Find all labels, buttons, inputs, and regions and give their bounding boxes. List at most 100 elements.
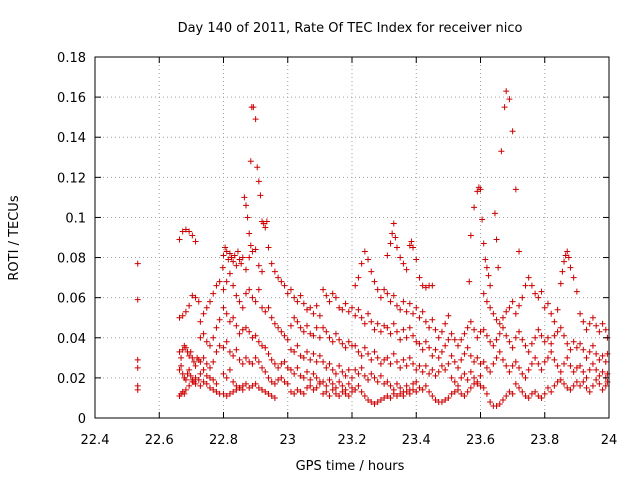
scatter-point <box>307 376 314 383</box>
scatter-point <box>300 390 307 397</box>
scatter-point <box>442 320 449 327</box>
scatter-point <box>586 366 593 373</box>
scatter-point <box>503 88 510 95</box>
scatter-point <box>516 384 523 391</box>
scatter-point <box>509 390 516 397</box>
scatter-point <box>255 286 262 293</box>
scatter-point <box>522 374 529 381</box>
scatter-point <box>429 282 436 289</box>
scatter-point <box>329 380 336 387</box>
scatter-point <box>570 338 577 345</box>
x-tick-label: 22.8 <box>209 433 238 448</box>
scatter-point <box>220 344 227 351</box>
scatter-point <box>551 318 558 325</box>
scatter-point <box>291 314 298 321</box>
scatter-point <box>471 380 478 387</box>
scatter-point <box>345 366 352 373</box>
scatter-point <box>210 358 217 365</box>
scatter-point <box>275 274 282 281</box>
scatter-point <box>210 334 217 341</box>
scatter-point <box>577 382 584 389</box>
scatter-point <box>216 342 223 349</box>
scatter-point <box>187 372 194 379</box>
scatter-point <box>429 392 436 399</box>
scatter-point <box>377 372 384 379</box>
scatter-point <box>226 270 233 277</box>
scatter-point <box>230 388 237 395</box>
scatter-point <box>384 378 391 385</box>
scatter-point <box>176 314 183 321</box>
scatter-point <box>384 354 391 361</box>
scatter-point <box>467 368 474 375</box>
scatter-point <box>254 164 261 171</box>
scatter-point <box>467 232 474 239</box>
scatter-point <box>313 324 320 331</box>
scatter-point <box>252 246 259 253</box>
scatter-point <box>480 326 487 333</box>
scatter-point <box>499 324 506 331</box>
scatter-point <box>203 338 210 345</box>
scatter-point <box>561 332 568 339</box>
scatter-point <box>195 376 202 383</box>
scatter-point <box>320 378 327 385</box>
scatter-point <box>485 272 492 279</box>
scatter-point <box>223 392 230 399</box>
scatter-point <box>371 374 378 381</box>
scatter-point <box>287 366 294 373</box>
scatter-point <box>429 352 436 359</box>
scatter-point <box>487 398 494 405</box>
scatter-point <box>403 388 410 395</box>
scatter-point <box>339 340 346 347</box>
scatter-point <box>297 292 304 299</box>
scatter-point <box>435 368 442 375</box>
scatter-point <box>307 304 314 311</box>
scatter-point <box>384 324 391 331</box>
scatter-point <box>586 388 593 395</box>
scatter-point <box>387 382 394 389</box>
scatter-point <box>265 244 272 251</box>
scatter-point <box>403 266 410 273</box>
scatter-point <box>307 330 314 337</box>
scatter-point <box>268 356 275 363</box>
scatter-point <box>368 398 375 405</box>
scatter-point <box>570 382 577 389</box>
scatter-point <box>291 348 298 355</box>
scatter-point <box>551 382 558 389</box>
scatter-point <box>374 378 381 385</box>
scatter-point <box>570 274 577 281</box>
scatter-point <box>262 368 269 375</box>
scatter-point <box>413 256 420 263</box>
scatter-point <box>483 364 490 371</box>
scatter-point <box>355 306 362 313</box>
scatter-point <box>471 374 478 381</box>
scatter-point <box>422 318 429 325</box>
scatter-point <box>313 374 320 381</box>
scatter-point <box>181 390 188 397</box>
scatter-point <box>255 262 262 269</box>
scatter-point <box>535 360 542 367</box>
scatter-point <box>210 376 217 383</box>
scatter-point <box>535 326 542 333</box>
scatter-point <box>246 230 253 237</box>
scatter-point <box>461 350 468 357</box>
scatter-point <box>471 358 478 365</box>
scatter-point <box>259 268 266 275</box>
scatter-point <box>509 128 516 135</box>
scatter-point <box>583 374 590 381</box>
scatter-point <box>313 358 320 365</box>
scatter-point <box>203 304 210 311</box>
scatter-point <box>410 244 417 251</box>
scatter-point <box>506 304 513 311</box>
scatter-point <box>134 356 141 363</box>
scatter-point <box>429 366 436 373</box>
scatter-point <box>197 334 204 341</box>
scatter-point <box>300 374 307 381</box>
scatter-point <box>477 382 484 389</box>
scatter-point <box>210 386 217 393</box>
scatter-point <box>596 380 603 387</box>
scatter-point <box>307 382 314 389</box>
scatter-point <box>419 368 426 375</box>
scatter-point <box>352 342 359 349</box>
scatter-point <box>249 360 256 367</box>
scatter-point <box>304 306 311 313</box>
